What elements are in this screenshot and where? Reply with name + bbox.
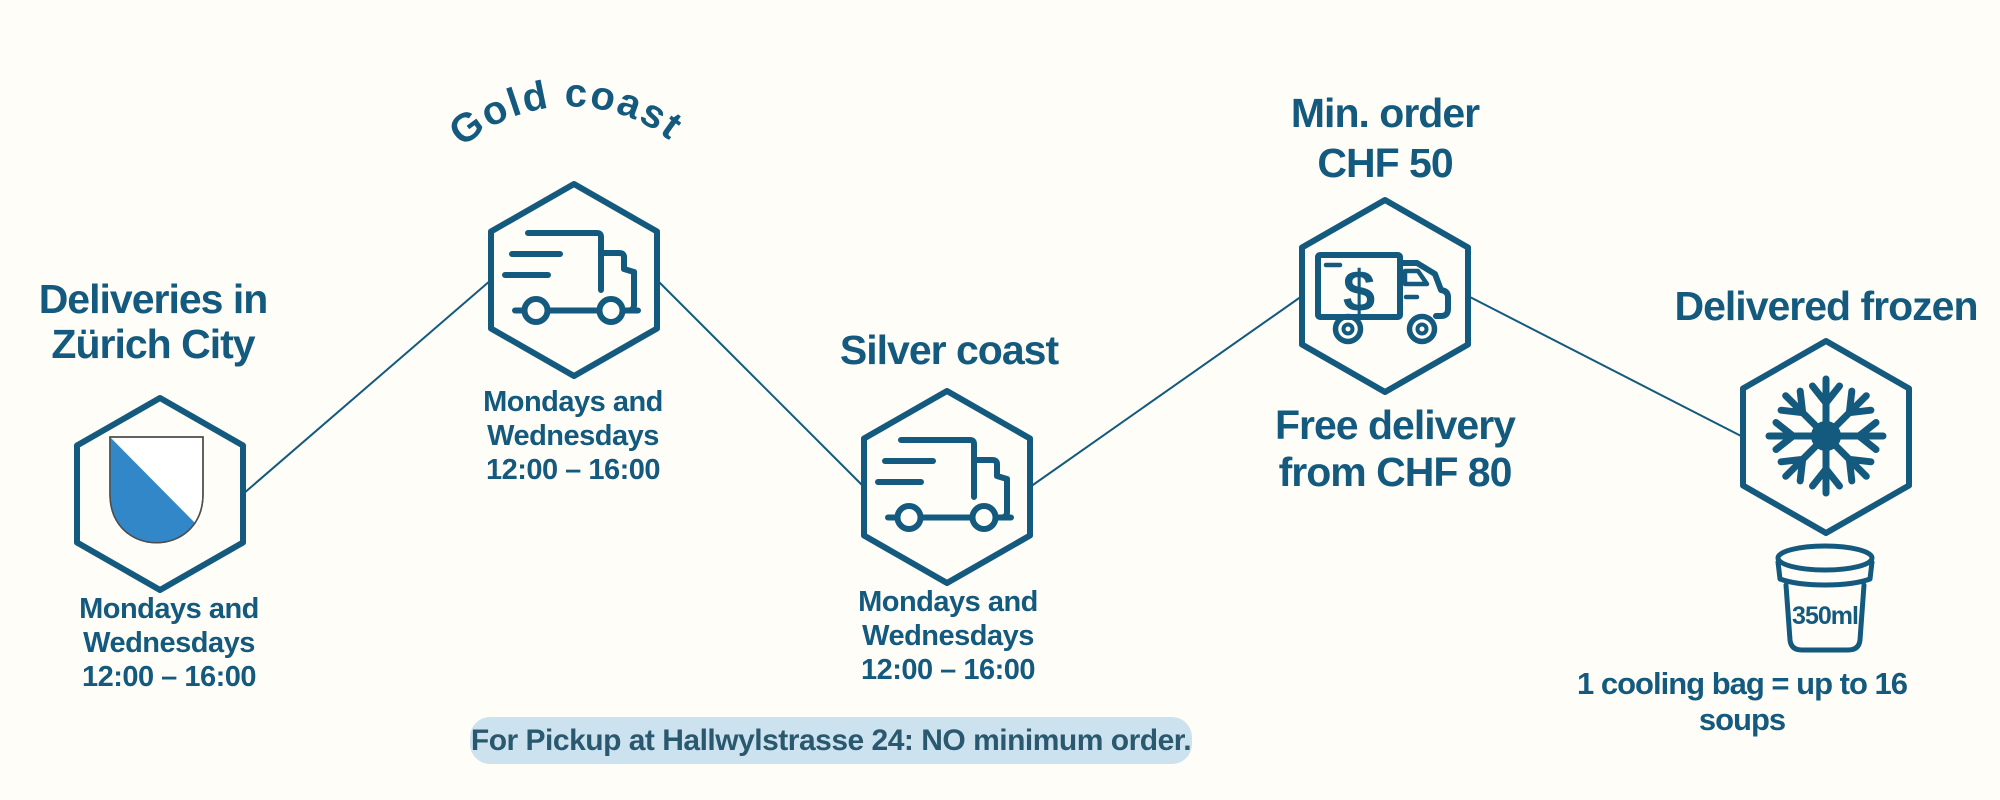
zurich-schedule: Mondays and Wednesdays 12:00 – 16:00 [49, 592, 289, 694]
delivery-truck-icon [875, 437, 1014, 532]
hexagon-min-order: $ [1299, 197, 1471, 395]
shield-outline-top [109, 436, 204, 544]
truck-wheel-left [894, 503, 924, 532]
money-truck-box [1315, 252, 1403, 320]
cooling-bag-note: 1 cooling bag = up to 16 soups [1577, 666, 1908, 737]
money-truck-wheel-right [1406, 313, 1438, 345]
hexagon-silver-coast [861, 388, 1033, 586]
hexagon-outline [1740, 338, 1912, 536]
silver-schedule-line2: 12:00 – 16:00 [860, 654, 1036, 686]
silver-schedule-line1: Mondays and Wednesdays [858, 586, 1038, 652]
gold-schedule-line3: 12:00 – 16:00 [485, 454, 661, 486]
gold-coast-schedule: Mondays and Wednesdays 12:00 – 16:00 [453, 385, 693, 487]
truck-wheel-right [596, 296, 626, 325]
hexagon-outline [1299, 197, 1471, 395]
silver-coast-schedule: Mondays and Wednesdays 12:00 – 16:00 [772, 585, 1124, 687]
connector-minorder-frozen [1467, 295, 1744, 438]
zurich-schedule-line1: Mondays and [79, 593, 259, 625]
hexagon-outline [488, 181, 660, 379]
hexagon-zurich [74, 395, 246, 593]
frozen-title: Delivered frozen [1674, 283, 1979, 329]
min-order-title-line1: Min. order [1290, 90, 1480, 136]
zurich-title-line2: Zürich City [51, 321, 255, 367]
container-volume-label: 350ml [1792, 602, 1858, 630]
zurich-title-line1: Deliveries in [38, 276, 269, 322]
money-truck-cab [1397, 260, 1451, 319]
free-delivery-subtitle: Free delivery from CHF 80 [1245, 402, 1545, 496]
dollar-sign: $ [1343, 259, 1375, 324]
hexagon-gold-coast [488, 181, 660, 379]
truck-wheel-right [969, 503, 999, 532]
hexagon-outline [74, 395, 246, 593]
container-body [1783, 582, 1867, 653]
soup-container-icon: 350ml [1775, 543, 1875, 653]
gold-coast-title-textpath: Gold coast [441, 71, 689, 154]
connector-lines [242, 279, 1744, 495]
container-lid-band [1775, 559, 1875, 588]
free-delivery-line1: Free delivery [1275, 402, 1516, 448]
connector-zurich-gold [242, 279, 492, 495]
money-truck-hub-left [1341, 322, 1355, 336]
money-truck-hub-right [1415, 322, 1429, 336]
gold-coast-title: Gold coast [441, 71, 691, 154]
hexagon-frozen [1740, 338, 1912, 536]
container-lid-top [1775, 543, 1875, 573]
gold-schedule-line2: Wednesdays [487, 420, 659, 452]
zurich-shield-icon [109, 436, 204, 544]
snowflake-icon [1765, 375, 1887, 497]
delivery-truck-icon [502, 230, 641, 325]
pickup-notice: For Pickup at Hallwylstrasse 24: NO mini… [470, 717, 1192, 764]
shield-blue-diagonal [110, 437, 197, 543]
min-order-title: Min. order CHF 50 [1235, 88, 1535, 188]
free-delivery-line2: from CHF 80 [1278, 449, 1513, 495]
snowflake-arms [1765, 375, 1887, 497]
hexagon-outline [861, 388, 1033, 586]
snowflake-center [1811, 421, 1841, 451]
truck-box [525, 230, 604, 293]
connector-gold-silver [656, 279, 865, 488]
min-order-title-line2: CHF 50 [1317, 140, 1453, 186]
zurich-title: Deliveries in Zürich City [3, 277, 303, 367]
connector-silver-minorder [1029, 295, 1303, 488]
silver-coast-title: Silver coast [839, 327, 1059, 373]
truck-box [898, 437, 977, 500]
zurich-schedule-line2: Wednesdays [83, 627, 255, 659]
paid-delivery-truck-icon: $ [1315, 252, 1451, 345]
money-truck-window [1402, 268, 1430, 287]
truck-wheel-left [521, 296, 551, 325]
zurich-schedule-line3: 12:00 – 16:00 [81, 661, 257, 693]
money-truck-wheel-left [1332, 313, 1364, 345]
gold-schedule-line1: Mondays and [483, 386, 663, 418]
